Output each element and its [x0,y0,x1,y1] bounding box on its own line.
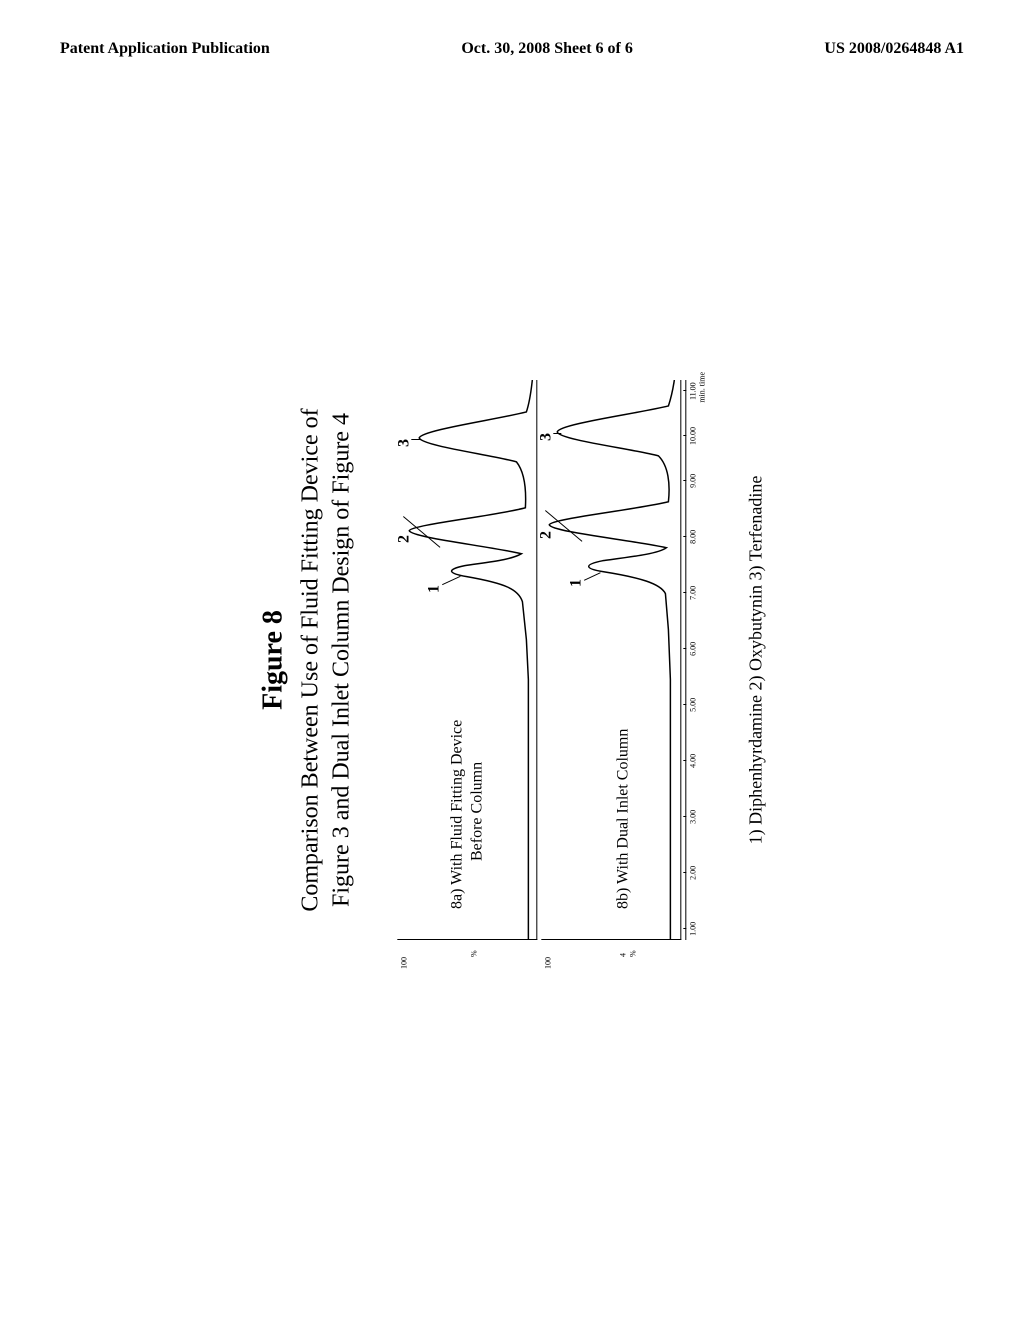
xtick-label: 11.00 [689,382,698,400]
ytick-b-pct: % [630,950,638,957]
xtick-label: 3.00 [689,810,698,824]
header-left: Patent Application Publication [60,40,270,58]
xtick-label: 1.00 [689,922,698,936]
ytick-b-100: 100 [544,957,553,969]
xtick-mark [684,872,687,873]
xtick-label: 6.00 [689,642,698,656]
chart-panel-b: 100 4 % 8b) With Dual Inlet Column 1 2 3 [542,380,682,940]
header-right: US 2008/0264848 A1 [824,40,964,58]
trace-a-svg [398,380,537,939]
figure-content: Figure 8 Comparison Between Use of Fluid… [257,210,766,1110]
xtick-mark [684,760,687,761]
figure-number: Figure 8 [257,210,289,1110]
xtick-mark [684,435,687,436]
xtick-mark [684,648,687,649]
xaxis-label: min. time [699,372,707,403]
xtick-label: 10.00 [689,427,698,445]
trace-a-path [410,380,533,939]
ytick-a-pct: % [470,950,479,957]
xtick-mark [684,390,687,391]
xtick-label: 5.00 [689,698,698,712]
xtick-mark [684,592,687,593]
xtick-label: 8.00 [689,530,698,544]
xtick-mark [684,704,687,705]
header-center: Oct. 30, 2008 Sheet 6 of 6 [461,40,633,58]
chart-area: 100 % 8a) With Fluid Fitting Device Befo… [398,380,716,940]
xtick-label: 7.00 [689,586,698,600]
xtick-label: 9.00 [689,474,698,488]
ytick-a-100: 100 [400,957,409,969]
xtick-mark [684,928,687,929]
page-header: Patent Application Publication Oct. 30, … [0,0,1024,78]
xtick-mark [684,816,687,817]
trace-b-svg [542,380,681,939]
ytick-b-4: 4 [620,953,628,957]
xtick-label: 4.00 [689,754,698,768]
trace-b-path [550,380,675,939]
chart-panel-a: 100 % 8a) With Fluid Fitting Device Befo… [398,380,538,940]
xtick-label: 2.00 [689,866,698,880]
x-axis: 1.00 2.00 3.00 4.00 5.00 6.00 7.00 8.00 9.00 10.0… [686,380,716,940]
figure-subtitle: Comparison Between Use of Fluid Fitting … [295,210,357,1110]
compound-legend: 1) Diphenhyrdamine 2) Oxybutynin 3) Terf… [746,210,767,1110]
xtick-mark [684,480,687,481]
xtick-mark [684,536,687,537]
